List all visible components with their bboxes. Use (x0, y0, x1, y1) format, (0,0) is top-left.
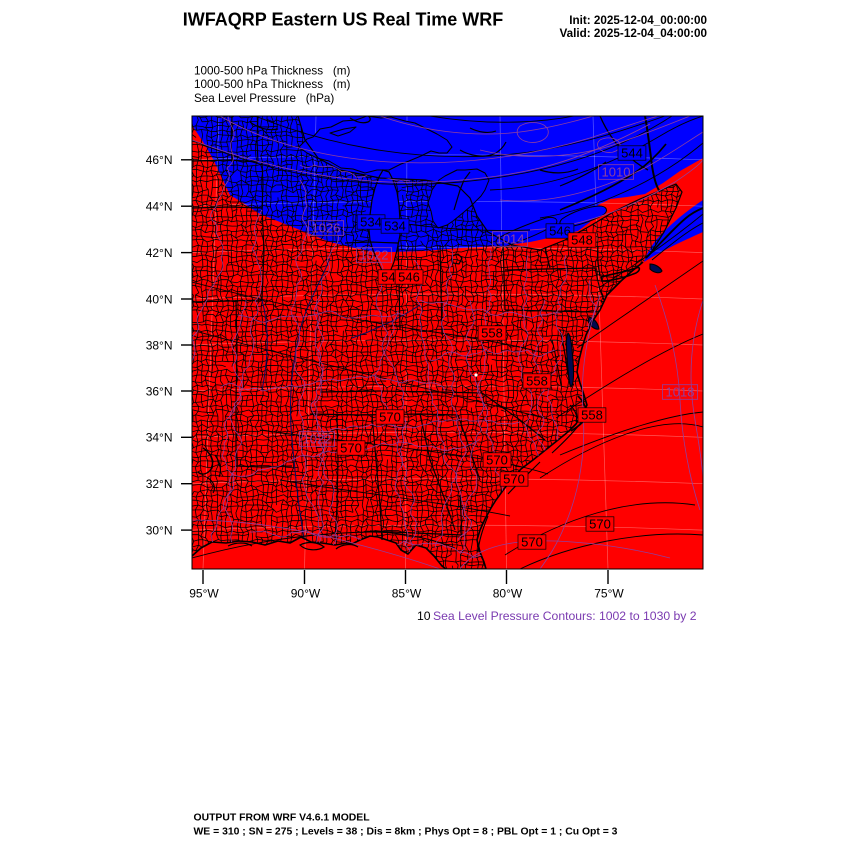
svg-text:1000-500 hPa Thickness (m): 1000-500 hPa Thickness (m) (194, 65, 350, 78)
svg-text:75°W: 75°W (594, 587, 624, 601)
svg-text:Sea Level Pressure Contours: 1: Sea Level Pressure Contours: 1002 to 103… (433, 609, 697, 623)
svg-text:44°N: 44°N (146, 200, 173, 214)
svg-text:558: 558 (481, 326, 503, 341)
svg-text:1018: 1018 (666, 385, 695, 400)
svg-text:558: 558 (526, 374, 548, 389)
svg-text:534: 534 (384, 219, 406, 234)
svg-text:534: 534 (360, 215, 382, 230)
svg-text:1026: 1026 (312, 221, 341, 236)
svg-text:1014: 1014 (496, 232, 525, 247)
svg-text:570: 570 (589, 517, 611, 532)
svg-text:558: 558 (581, 408, 603, 423)
svg-text:34°N: 34°N (146, 431, 173, 445)
svg-text:570: 570 (521, 535, 543, 550)
svg-text:WE = 310 ; SN = 275 ; Levels =: WE = 310 ; SN = 275 ; Levels = 38 ; Dis … (194, 827, 618, 838)
svg-text:570: 570 (379, 410, 401, 425)
svg-text:10: 10 (417, 609, 431, 623)
svg-text:570: 570 (486, 453, 508, 468)
svg-text:40°N: 40°N (146, 292, 173, 306)
svg-text:30°N: 30°N (146, 523, 173, 537)
svg-text:546: 546 (398, 270, 420, 285)
svg-text:42°N: 42°N (146, 246, 173, 260)
svg-text:32°N: 32°N (146, 477, 173, 491)
svg-text:546: 546 (549, 224, 571, 239)
svg-text:Sea Level Pressure (hPa): Sea Level Pressure (hPa) (194, 92, 334, 105)
svg-text:570: 570 (503, 472, 525, 487)
svg-text:1022: 1022 (303, 432, 332, 447)
svg-text:IWFAQRP Eastern US Real Time W: IWFAQRP Eastern US Real Time WRF (183, 10, 503, 30)
svg-text:80°W: 80°W (493, 587, 523, 601)
svg-text:Init: 2025-12-04_00:00:00: Init: 2025-12-04_00:00:00 (569, 14, 707, 27)
svg-text:OUTPUT FROM WRF V4.6.1 MODEL: OUTPUT FROM WRF V4.6.1 MODEL (194, 813, 371, 824)
svg-text:85°W: 85°W (392, 587, 422, 601)
svg-text:Valid: 2025-12-04_04:00:00: Valid: 2025-12-04_04:00:00 (560, 27, 708, 40)
svg-text:38°N: 38°N (146, 338, 173, 352)
svg-text:544: 544 (621, 146, 643, 161)
svg-text:90°W: 90°W (291, 587, 321, 601)
svg-text:1022: 1022 (360, 248, 389, 263)
svg-text:46°N: 46°N (146, 153, 173, 167)
svg-text:570: 570 (340, 441, 362, 456)
svg-text:548: 548 (571, 233, 593, 248)
svg-text:95°W: 95°W (189, 587, 219, 601)
svg-text:1000-500 hPa Thickness (m): 1000-500 hPa Thickness (m) (194, 78, 350, 91)
svg-text:1010: 1010 (602, 165, 631, 180)
svg-text:36°N: 36°N (146, 384, 173, 398)
